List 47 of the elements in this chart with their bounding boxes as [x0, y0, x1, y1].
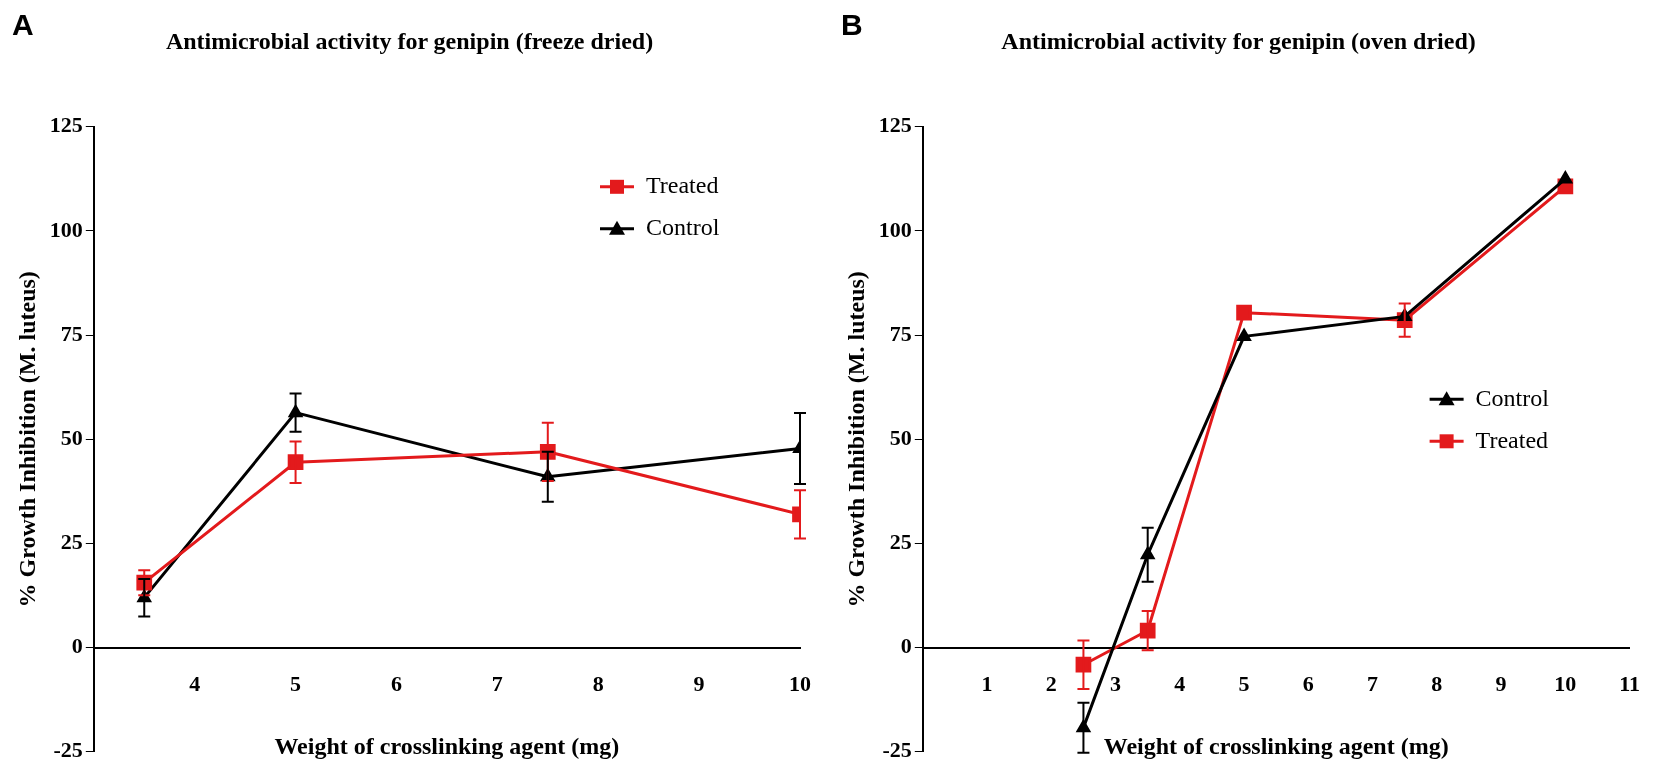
x-tick-label: 8 [1431, 670, 1443, 696]
x-tick-label: 9 [693, 670, 705, 696]
x-tick-label: 10 [1554, 670, 1577, 696]
y-tick-label: 100 [49, 216, 83, 242]
x-tick-label: 6 [390, 670, 402, 696]
x-tick-label: 4 [1174, 670, 1186, 696]
x-tick-label: 7 [1367, 670, 1379, 696]
point [1237, 328, 1251, 341]
y-tick-label: 25 [60, 529, 83, 555]
x-tick-label: 10 [789, 670, 811, 696]
x-tick-label: 1 [981, 670, 993, 696]
x-tick-label: 8 [592, 670, 604, 696]
y-tick-label: 75 [889, 320, 912, 346]
text: B [841, 8, 863, 42]
y-tick-label: 100 [878, 216, 912, 242]
y-axis-title: % Growth Inhibition (M. luteus) [842, 271, 869, 608]
chart-title: Antimicrobial activity for genipin (oven dried) [1001, 27, 1476, 54]
y-tick-label: 25 [889, 529, 912, 555]
y-tick-label: 50 [60, 424, 83, 450]
legend-label: Control [1475, 384, 1550, 411]
chart-title: Antimicrobial activity for genipin (freeze dried) [165, 27, 654, 54]
x-axis-title: Weight of crosslinking agent (mg) [274, 733, 620, 760]
legend-label: Control [646, 214, 720, 241]
point [1558, 171, 1573, 184]
x-tick-label: 2 [1045, 670, 1057, 696]
legend-label: Treated [1475, 426, 1549, 453]
y-tick-label: -25 [882, 737, 912, 763]
legend-label: Treated [646, 172, 719, 199]
y-tick-label: 125 [878, 112, 912, 138]
x-tick-label: 7 [491, 670, 503, 696]
y-tick-label: 0 [900, 633, 912, 659]
y-tick-label: 50 [889, 424, 912, 450]
x-tick-label: 3 [1110, 670, 1122, 696]
y-tick-label: -25 [53, 737, 83, 763]
point [1236, 304, 1252, 321]
x-tick-label: 11 [1619, 670, 1641, 696]
x-tick-label: 5 [1238, 670, 1250, 696]
text: A [12, 8, 34, 42]
y-tick-label: 125 [49, 112, 83, 138]
x-axis-title: Weight of crosslinking agent (mg) [1103, 733, 1449, 760]
y-tick-label: 0 [71, 633, 83, 659]
y-axis-title: % Growth Inhibition (M. luteus) [13, 271, 40, 608]
x-tick-label: 5 [290, 670, 302, 696]
y-tick-label: 75 [60, 320, 83, 346]
x-tick-label: 9 [1495, 670, 1507, 696]
x-tick-label: 4 [189, 670, 201, 696]
x-tick-label: 6 [1302, 670, 1314, 696]
